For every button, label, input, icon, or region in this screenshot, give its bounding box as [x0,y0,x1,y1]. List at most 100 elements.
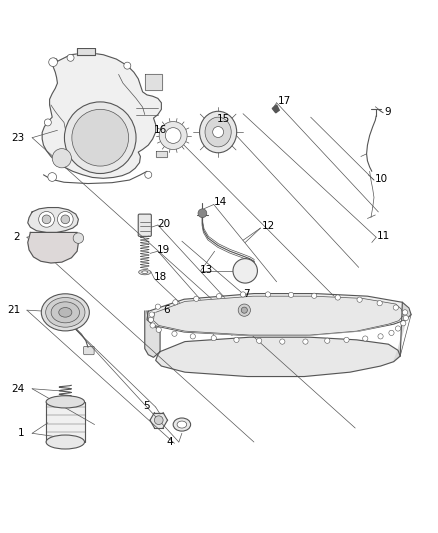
Circle shape [389,330,394,335]
Polygon shape [150,420,159,428]
Circle shape [357,297,362,302]
Circle shape [257,338,262,343]
Ellipse shape [51,302,80,323]
Circle shape [303,339,308,344]
Polygon shape [394,302,411,362]
Ellipse shape [46,435,85,449]
FancyBboxPatch shape [84,346,94,354]
Circle shape [238,304,251,316]
Ellipse shape [177,421,187,428]
Polygon shape [46,402,85,442]
Circle shape [241,307,247,313]
Circle shape [401,321,406,326]
Ellipse shape [213,126,223,138]
Circle shape [325,338,330,343]
Text: 12: 12 [262,221,275,231]
Circle shape [42,215,51,224]
Circle shape [280,339,285,344]
Ellipse shape [59,308,72,317]
Circle shape [403,316,409,321]
Circle shape [335,295,340,300]
Circle shape [211,335,216,341]
Circle shape [145,171,152,179]
Ellipse shape [46,297,85,327]
Text: 17: 17 [278,96,291,107]
Polygon shape [42,53,161,179]
Text: 13: 13 [199,265,212,275]
Polygon shape [147,294,411,335]
Polygon shape [154,420,163,428]
Text: 10: 10 [375,174,389,184]
Circle shape [172,331,177,336]
Text: 23: 23 [11,133,25,143]
FancyBboxPatch shape [138,214,151,236]
Circle shape [73,233,84,244]
Polygon shape [28,232,78,263]
Circle shape [124,62,131,69]
Text: 24: 24 [11,384,25,394]
Ellipse shape [41,294,89,331]
Ellipse shape [142,271,148,273]
Text: 14: 14 [214,197,227,207]
Circle shape [173,300,178,305]
Text: 11: 11 [377,231,390,241]
Polygon shape [155,337,400,376]
Circle shape [403,310,408,315]
Circle shape [39,212,54,227]
Circle shape [149,312,154,317]
Polygon shape [155,151,166,157]
Circle shape [44,119,51,126]
Circle shape [288,292,293,297]
Circle shape [233,259,258,283]
Circle shape [159,122,187,149]
Circle shape [49,58,57,67]
Circle shape [377,301,382,306]
Circle shape [378,334,383,339]
Circle shape [57,212,73,227]
Circle shape [154,416,163,425]
Text: 6: 6 [163,305,170,315]
Circle shape [234,337,239,343]
Polygon shape [28,207,78,232]
Circle shape [48,173,57,181]
Polygon shape [145,75,162,90]
Circle shape [198,209,207,217]
Circle shape [52,149,71,168]
Polygon shape [159,420,167,428]
Text: 1: 1 [18,429,25,438]
Circle shape [150,323,155,328]
Polygon shape [145,311,160,357]
Polygon shape [150,413,159,420]
Circle shape [148,317,153,322]
Text: 19: 19 [157,245,170,255]
Ellipse shape [173,418,191,431]
Text: 20: 20 [157,219,170,229]
Text: 5: 5 [143,401,150,411]
Circle shape [311,293,317,298]
Polygon shape [159,413,167,420]
Polygon shape [154,413,163,420]
Ellipse shape [205,117,231,147]
Circle shape [363,336,368,341]
Polygon shape [77,48,95,55]
Circle shape [190,334,195,339]
Circle shape [155,304,160,309]
Circle shape [265,292,271,297]
Text: 2: 2 [14,232,20,242]
Polygon shape [153,296,403,335]
Text: 9: 9 [384,107,391,117]
Circle shape [393,305,399,310]
Circle shape [156,327,161,333]
Circle shape [67,54,74,61]
Text: 18: 18 [153,272,167,282]
Circle shape [194,296,199,302]
Text: 4: 4 [166,437,173,447]
Polygon shape [272,105,279,113]
Ellipse shape [200,111,237,153]
Ellipse shape [139,270,151,275]
Circle shape [396,326,401,331]
Circle shape [240,292,246,297]
Circle shape [61,215,70,224]
Text: 15: 15 [217,114,230,124]
Text: 7: 7 [243,288,250,298]
